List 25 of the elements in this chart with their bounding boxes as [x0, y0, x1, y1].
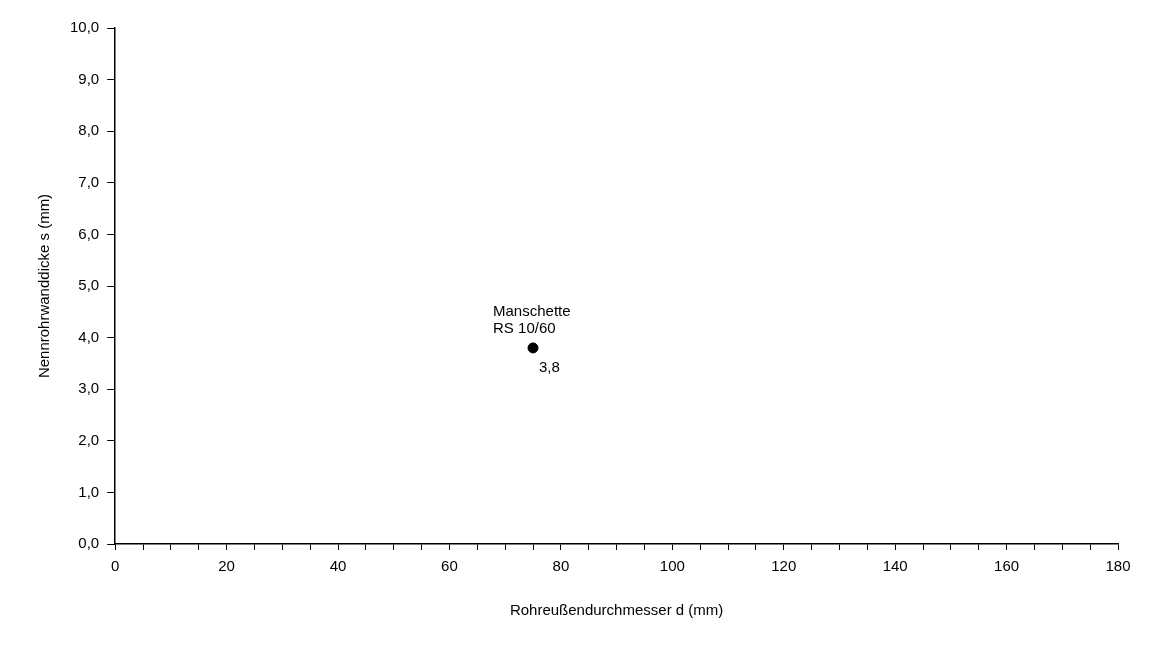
x-tick-label: 60	[441, 557, 458, 575]
y-tick-label: 5,0	[78, 276, 100, 294]
x-tick-label: 20	[218, 557, 235, 575]
x-tick-label: 140	[882, 557, 908, 575]
x-tick-label: 100	[659, 557, 685, 575]
x-tick-label: 120	[771, 557, 797, 575]
x-tick-label: 180	[1105, 557, 1131, 575]
y-tick-label: 10,0	[69, 18, 100, 36]
y-tick-label: 1,0	[78, 482, 100, 500]
y-tick-label: 7,0	[78, 172, 100, 190]
y-tick-label: 3,0	[78, 379, 100, 397]
data-label: 3,8	[539, 357, 560, 375]
annotation: Manschette RS 10/60	[493, 301, 571, 336]
x-tick-label: 160	[994, 557, 1020, 575]
x-axis-title: Rohreußendurchmesser d (mm)	[509, 601, 724, 619]
y-tick-label: 0,0	[78, 534, 100, 552]
y-tick-label: 9,0	[78, 69, 100, 87]
x-tick-label: 40	[329, 557, 347, 575]
x-tick-label: 0	[111, 557, 120, 575]
y-tick-label: 4,0	[78, 327, 100, 345]
y-axis-title: Nennrohrwanddicke s (mm)	[35, 193, 53, 379]
x-tick-label: 80	[552, 557, 570, 575]
y-tick-label: 2,0	[78, 430, 100, 448]
y-tick-label: 6,0	[78, 224, 100, 242]
y-tick-label: 8,0	[78, 121, 100, 139]
